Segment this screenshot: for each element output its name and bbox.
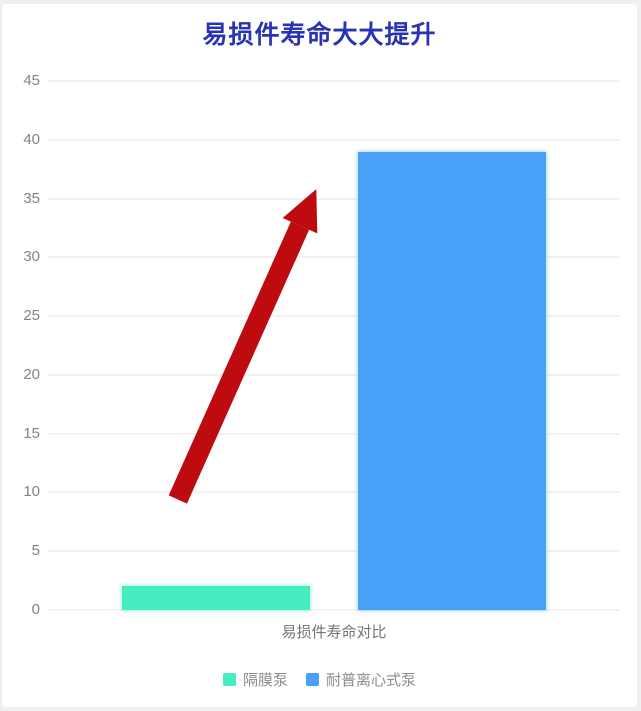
legend-swatch-icon bbox=[306, 673, 319, 686]
y-axis-tick-label: 0 bbox=[31, 601, 40, 618]
y-axis-tick-label: 30 bbox=[23, 248, 40, 266]
legend-item-隔膜泵[interactable]: 隔膜泵 bbox=[222, 669, 288, 690]
legend: 隔膜泵 耐普离心式泵 bbox=[2, 669, 637, 690]
y-axis-tick-label: 45 bbox=[23, 72, 40, 89]
y-axis-tick-label: 5 bbox=[31, 542, 40, 560]
bar-耐普离心式泵[interactable] bbox=[358, 151, 546, 610]
x-axis-category-label: 易损件寿命对比 bbox=[281, 624, 387, 641]
plot-area: 易损件寿命对比 0 5 10 15 20 25 30 35 40 45 bbox=[2, 4, 637, 707]
bar-隔膜泵[interactable] bbox=[122, 586, 310, 610]
y-axis-tick-label: 25 bbox=[23, 307, 40, 325]
y-axis-tick-label: 35 bbox=[23, 189, 40, 207]
y-gridline bbox=[48, 550, 620, 553]
y-gridline bbox=[48, 256, 620, 259]
chart-card: 易损件寿命大大提升 易损件寿命对比 0 5 10 15 20 25 30 35 40 45 隔膜泵… bbox=[2, 4, 637, 707]
y-gridline bbox=[48, 80, 620, 82]
y-gridline bbox=[48, 197, 620, 200]
y-axis-tick-label: 40 bbox=[23, 130, 40, 148]
y-gridline bbox=[48, 138, 620, 141]
legend-swatch-icon bbox=[222, 673, 236, 686]
y-gridline bbox=[48, 491, 620, 494]
y-gridline bbox=[48, 373, 620, 376]
legend-item-耐普离心式泵[interactable]: 耐普离心式泵 bbox=[306, 669, 416, 690]
y-axis-tick-label: 15 bbox=[23, 424, 40, 442]
legend-label: 隔膜泵 bbox=[242, 672, 288, 689]
legend-label: 耐普离心式泵 bbox=[326, 672, 417, 689]
y-gridline bbox=[48, 315, 620, 318]
y-gridline bbox=[48, 609, 620, 611]
y-axis-tick-label: 20 bbox=[23, 365, 40, 383]
chart-title: 易损件寿命大大提升 bbox=[202, 21, 437, 49]
y-axis-tick-label: 10 bbox=[23, 483, 40, 501]
y-gridline bbox=[48, 432, 620, 435]
